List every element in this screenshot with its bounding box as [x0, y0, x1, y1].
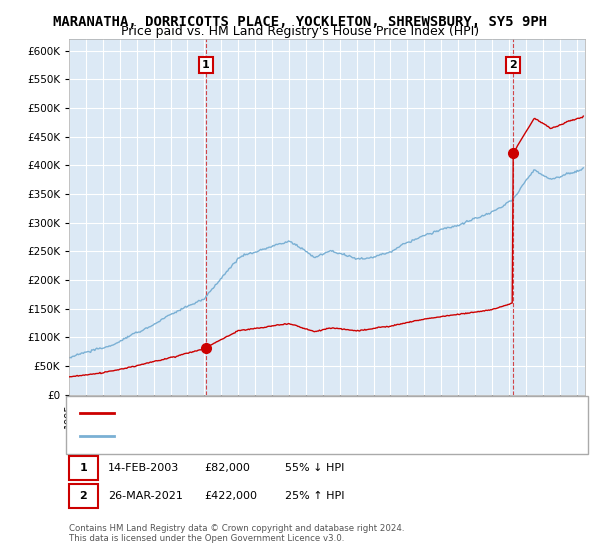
Text: £422,000: £422,000: [204, 491, 257, 501]
Text: 25% ↑ HPI: 25% ↑ HPI: [285, 491, 344, 501]
Text: MARANATHA, DORRICOTTS PLACE, YOCKLETON, SHREWSBURY, SY5 9PH: MARANATHA, DORRICOTTS PLACE, YOCKLETON, …: [53, 15, 547, 29]
Text: 1: 1: [80, 463, 87, 473]
Text: HPI: Average price, detached house, Shropshire: HPI: Average price, detached house, Shro…: [118, 431, 356, 441]
Text: 1: 1: [202, 60, 210, 70]
Text: Contains HM Land Registry data © Crown copyright and database right 2024.: Contains HM Land Registry data © Crown c…: [69, 524, 404, 533]
Text: 14-FEB-2003: 14-FEB-2003: [108, 463, 179, 473]
Text: 26-MAR-2021: 26-MAR-2021: [108, 491, 183, 501]
Text: MARANATHA, DORRICOTTS PLACE, YOCKLETON, SHREWSBURY, SY5 9PH (detached hous: MARANATHA, DORRICOTTS PLACE, YOCKLETON, …: [118, 408, 557, 418]
Text: Price paid vs. HM Land Registry's House Price Index (HPI): Price paid vs. HM Land Registry's House …: [121, 25, 479, 38]
Text: 2: 2: [509, 60, 517, 70]
Text: £82,000: £82,000: [204, 463, 250, 473]
Text: 55% ↓ HPI: 55% ↓ HPI: [285, 463, 344, 473]
Text: This data is licensed under the Open Government Licence v3.0.: This data is licensed under the Open Gov…: [69, 534, 344, 543]
Text: 2: 2: [80, 491, 87, 501]
